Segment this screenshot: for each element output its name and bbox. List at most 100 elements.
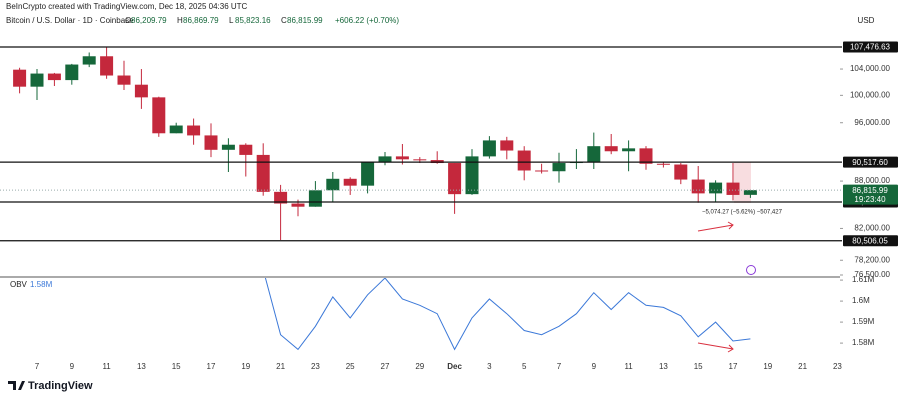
indicator-icon (746, 265, 756, 275)
x-tick-label: 11 (624, 362, 633, 371)
x-tick-label: 7 (557, 362, 562, 371)
obv-value: 1.58M (30, 280, 53, 289)
x-tick-label: 7 (35, 362, 40, 371)
candle-body (169, 125, 183, 134)
x-tick-label: 25 (346, 362, 355, 371)
candle-body (256, 154, 270, 192)
x-tick-label: 27 (381, 362, 390, 371)
x-tick-label: 19 (241, 362, 250, 371)
candle-body (395, 156, 409, 160)
ohlc-value: 86,209.79 (131, 16, 167, 25)
ohlc-value: 85,823.16 (235, 16, 271, 25)
x-tick-label: 23 (311, 362, 320, 371)
change: +606.22 (+0.70%) (335, 16, 399, 25)
arrows (697, 221, 734, 353)
highlight (734, 162, 751, 203)
candle-body (30, 73, 44, 87)
ohlc-value: 86,869.79 (183, 16, 219, 25)
candle-body (65, 64, 79, 81)
candle-body (239, 144, 253, 155)
logo: TradingView (8, 380, 93, 392)
candles (13, 46, 757, 240)
y-tick-label: 100,000.00 (850, 90, 891, 99)
y-tick-label: 1.58M (852, 338, 875, 347)
candle-body (13, 69, 27, 87)
x-tick-label: 5 (522, 362, 527, 371)
candle-body (47, 73, 61, 81)
level-label: 90,517.60 (852, 158, 888, 167)
last-price-label: 86,815.99 (852, 186, 888, 195)
candle-body (517, 150, 531, 171)
candle-body (221, 144, 235, 150)
candle-body (117, 75, 131, 85)
ohlc-value: 86,815.99 (287, 16, 323, 25)
ohlc-key: O (125, 16, 131, 25)
countdown: 19:23:40 (854, 195, 886, 204)
candle-body (482, 140, 496, 157)
candle-body (187, 125, 201, 136)
symbol-title: Bitcoin / U.S. Dollar · 1D · Coinbase (6, 16, 134, 25)
x-tick-label: 19 (763, 362, 772, 371)
candle-body (378, 156, 392, 163)
y-tick-label: 76,500.00 (854, 270, 890, 279)
currency: USD (858, 16, 875, 25)
candle-body (204, 135, 218, 150)
candle-body (465, 156, 479, 195)
candle-body (743, 190, 757, 195)
x-tick-label: 21 (276, 362, 285, 371)
x-tick-label: 9 (592, 362, 597, 371)
candle-body (587, 146, 601, 162)
candle-body (413, 159, 427, 161)
y-tick-label: 82,000.00 (854, 224, 890, 233)
candle-body (552, 163, 566, 172)
candle-body (604, 146, 618, 152)
candle-body (361, 162, 375, 186)
candle-body (500, 140, 514, 151)
svg-text:TradingView: TradingView (28, 380, 93, 392)
candle-body (535, 170, 549, 172)
obv-name: OBV (10, 280, 28, 289)
x-tick-label: 29 (415, 362, 424, 371)
level-box (843, 235, 898, 247)
y-tick-label: 96,000.00 (854, 118, 890, 127)
candle-body (639, 148, 653, 164)
y-tick-label: 1.61M (852, 275, 875, 284)
candle-body (674, 164, 688, 180)
x-tick-label: 3 (487, 362, 492, 371)
candle-body (691, 179, 705, 194)
x-tick-label: 13 (659, 362, 668, 371)
x-tick-label: 21 (798, 362, 807, 371)
x-tick-label: 17 (207, 362, 216, 371)
x-tick-label: 23 (833, 362, 842, 371)
candle-body (308, 190, 322, 207)
candle-body (709, 182, 723, 194)
ohlc-key: L (229, 16, 234, 25)
obv-line (264, 278, 751, 351)
x-tick-label: 9 (70, 362, 75, 371)
y-tick-label: 104,000.00 (850, 64, 891, 73)
candle-body (343, 178, 357, 186)
y-tick-label: 88,000.00 (854, 176, 890, 185)
last-price-box (843, 184, 898, 205)
candle-body (622, 148, 636, 152)
y-tick-label: 1.59M (852, 317, 875, 326)
x-tick-label: 11 (102, 362, 111, 371)
x-tick-label: Dec (447, 362, 462, 371)
candle-body (448, 163, 462, 195)
candle-body (656, 163, 670, 165)
y-tick-label: 1.6M (852, 296, 870, 305)
candle-body (726, 182, 740, 195)
credit: BeInCrypto created with TradingView.com,… (6, 2, 248, 11)
candle-body (82, 56, 96, 65)
y-tick-label: 78,200.00 (854, 255, 890, 264)
annotation: −5,074.27 (−5.62%) −507,427 (702, 210, 783, 216)
level-box (843, 156, 898, 168)
candle-body (100, 56, 114, 76)
level-label: 80,506.05 (852, 236, 888, 245)
ohlc-key: H (177, 16, 183, 25)
level-label: 107,476.63 (850, 43, 891, 52)
x-tick-label: 17 (729, 362, 738, 371)
x-tick-label: 15 (694, 362, 703, 371)
x-tick-label: 13 (137, 362, 146, 371)
